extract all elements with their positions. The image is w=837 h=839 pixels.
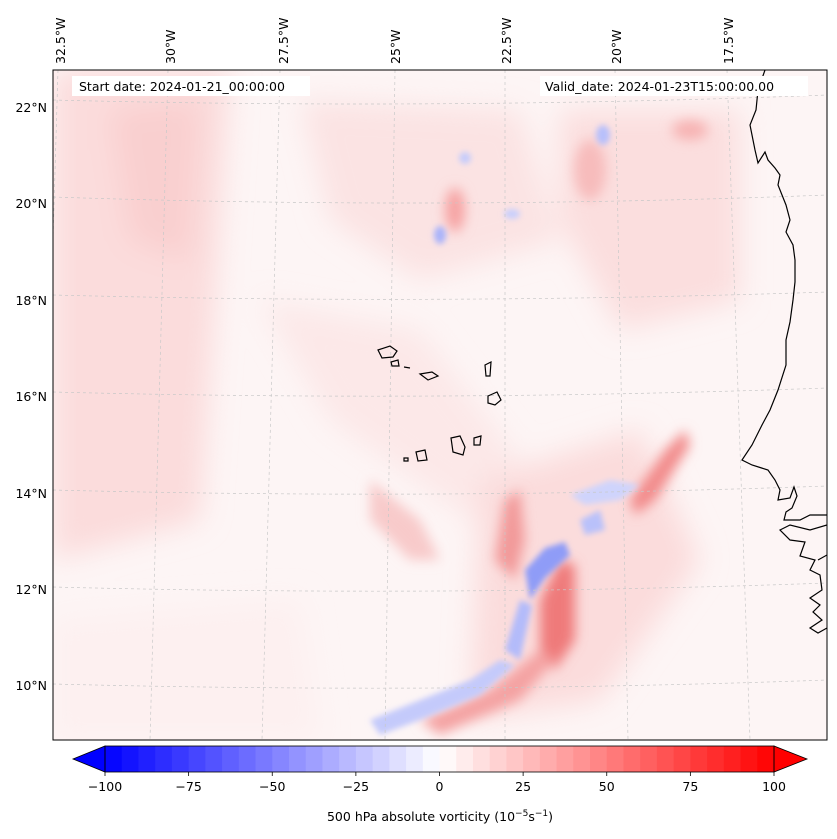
graticule xyxy=(53,70,827,740)
map-frame xyxy=(52,69,828,741)
coastline xyxy=(741,70,827,521)
lon-label: 20°W xyxy=(609,29,624,64)
colorbar-cell xyxy=(556,746,574,772)
colorbar-low-extension xyxy=(71,745,106,773)
colorbar-label: 500 hPa absolute vorticity (10−5s−1) xyxy=(327,809,553,824)
colorbar-cell xyxy=(573,746,591,772)
coastline-south xyxy=(778,524,827,634)
colorbar-cell xyxy=(255,746,273,772)
colorbar-cell xyxy=(690,746,708,772)
colorbar-cell xyxy=(205,746,223,772)
colorbar-tick-label: −75 xyxy=(175,779,201,794)
colorbar-cell xyxy=(322,746,340,772)
start-date-text: Start date: 2024-01-21_00:00:00 xyxy=(79,79,285,94)
colorbar-cell xyxy=(372,746,390,772)
colorbar-cell xyxy=(355,746,374,772)
colorbar-cell xyxy=(590,746,608,772)
colorbar-cell xyxy=(305,746,324,772)
colorbar-cell xyxy=(656,746,675,772)
colorbar-cell xyxy=(673,746,691,772)
lat-label: 20°N xyxy=(15,196,47,211)
longitude-labels: 32.5°W 30°W 27.5°W 25°W 22.5°W 20°W 17.5… xyxy=(53,18,736,64)
lon-label: 27.5°W xyxy=(276,18,291,64)
vorticity-field-minima xyxy=(370,125,640,735)
colorbar-cell xyxy=(539,746,558,772)
colorbar-cell xyxy=(757,746,775,772)
map-panel: Start date: 2024-01-21_00:00:00 Valid_da… xyxy=(53,70,827,740)
colorbar-cell xyxy=(389,746,407,772)
colorbar-cell xyxy=(606,746,625,772)
colorbar-tick-label: −50 xyxy=(259,779,285,794)
colorbar-cell xyxy=(238,746,257,772)
colorbar-cell xyxy=(707,746,725,772)
lon-label: 32.5°W xyxy=(53,18,68,64)
colorbar: −100 −75 −50 −25 0 25 50 75 100 500 hPa absolute… xyxy=(71,745,809,824)
lon-label: 22.5°W xyxy=(499,18,514,64)
colorbar-cell xyxy=(105,746,123,772)
colorbar-cell xyxy=(472,746,491,772)
lon-label: 17.5°W xyxy=(721,18,736,64)
colorbar-cell xyxy=(723,746,742,772)
lat-label: 22°N xyxy=(15,100,47,115)
lat-label: 10°N xyxy=(15,678,47,693)
colorbar-cell xyxy=(171,746,190,772)
colorbar-cell xyxy=(155,746,173,772)
colorbar-tick-label: −25 xyxy=(343,779,369,794)
start-date-box xyxy=(72,76,310,96)
colorbar-cell xyxy=(406,746,424,772)
colorbar-cell xyxy=(188,746,206,772)
colorbar-tick-label: −100 xyxy=(88,779,122,794)
colorbar-high-extension xyxy=(773,745,809,773)
colorbar-tick-label: 25 xyxy=(515,779,531,794)
colorbar-cell xyxy=(523,746,541,772)
islands xyxy=(377,345,502,462)
coastline-bay xyxy=(817,554,827,561)
colorbar-cell xyxy=(339,746,357,772)
colorbar-tick-label: 100 xyxy=(762,779,786,794)
vorticity-field-broad xyxy=(53,70,740,740)
colorbar-cell xyxy=(489,746,508,772)
latitude-labels: 22°N 20°N 18°N 16°N 14°N 12°N 10°N xyxy=(15,100,47,693)
colorbar-cell xyxy=(623,746,641,772)
colorbar-tick-label: 0 xyxy=(436,779,444,794)
lon-label: 25°W xyxy=(388,29,403,64)
colorbar-ticks: −100 −75 −50 −25 0 25 50 75 100 xyxy=(88,772,786,794)
colorbar-cell xyxy=(121,746,140,772)
lat-label: 14°N xyxy=(15,486,47,501)
colorbar-cell xyxy=(272,746,290,772)
colorbar-cell xyxy=(138,746,156,772)
colorbar-cell xyxy=(288,746,307,772)
colorbar-tick-label: 75 xyxy=(682,779,698,794)
lat-label: 18°N xyxy=(15,293,47,308)
colorbar-cell xyxy=(506,746,524,772)
lat-label: 12°N xyxy=(15,582,47,597)
colorbar-cell xyxy=(422,746,441,772)
colorbar-cell xyxy=(439,746,457,772)
lon-label: 30°W xyxy=(163,29,178,64)
colorbar-cells xyxy=(105,746,775,772)
valid-date-box xyxy=(540,76,808,96)
colorbar-cell xyxy=(456,746,474,772)
colorbar-tick-label: 50 xyxy=(599,779,615,794)
colorbar-cell xyxy=(640,746,658,772)
valid-date-text: Valid_date: 2024-01-23T15:00:00.00 xyxy=(545,79,774,94)
vorticity-field-maxima xyxy=(370,120,708,735)
lat-label: 16°N xyxy=(15,389,47,404)
colorbar-cell xyxy=(222,746,240,772)
colorbar-cell xyxy=(740,746,758,772)
